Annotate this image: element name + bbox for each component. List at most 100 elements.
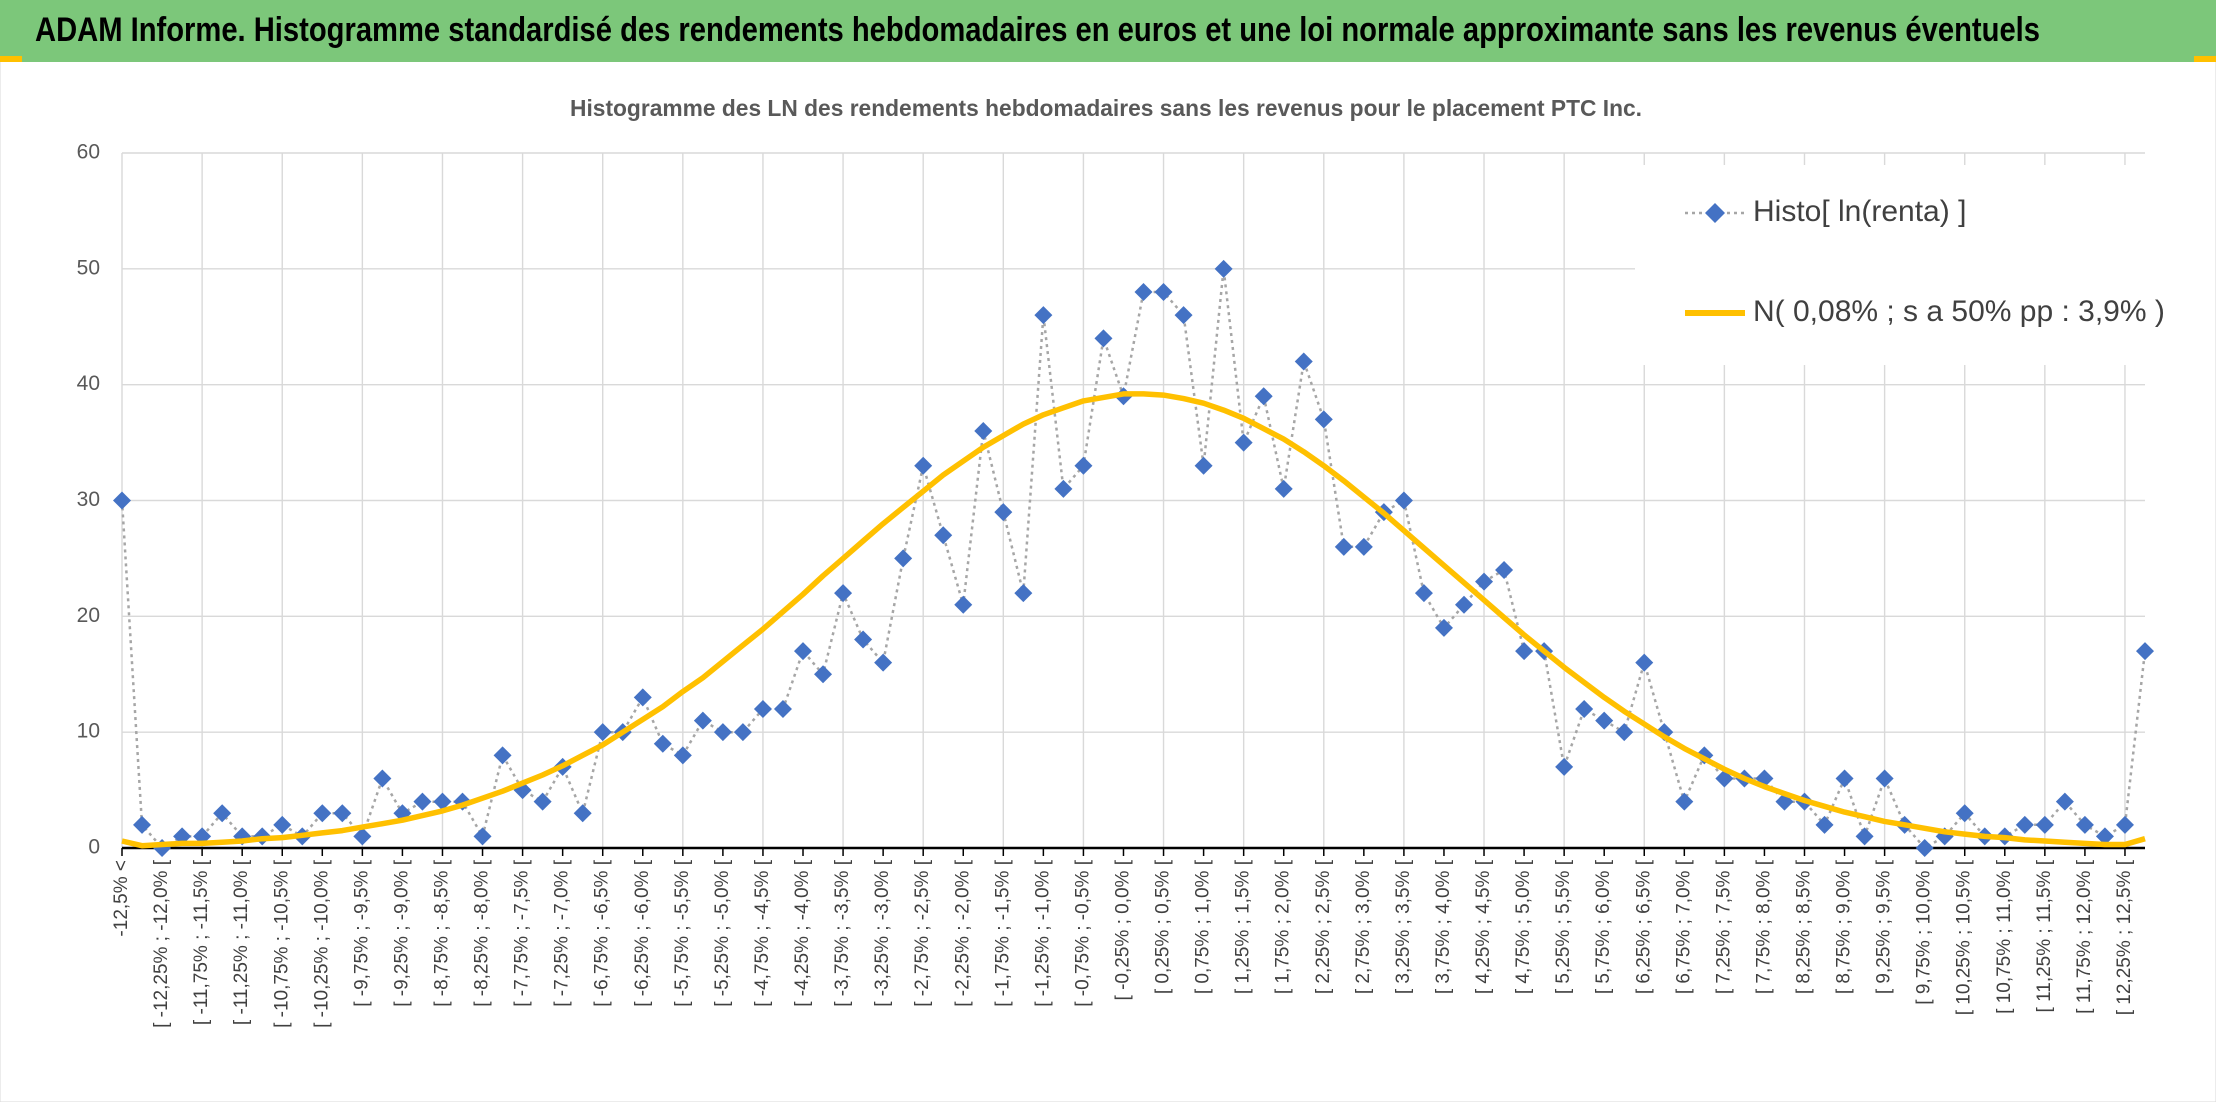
data-point xyxy=(353,827,372,846)
data-point xyxy=(1134,283,1153,301)
y-tick-label: 40 xyxy=(77,372,100,395)
corner-mark xyxy=(0,56,22,62)
x-tick-label: [ 8,25% ; 8,5% [ xyxy=(1794,859,1815,994)
x-tick-label: [ -4,75% ; -4,5% [ xyxy=(752,859,773,1007)
data-point xyxy=(1454,595,1473,614)
corner-mark xyxy=(2194,56,2216,62)
data-point xyxy=(2075,815,2094,834)
data-point xyxy=(2115,815,2134,834)
data-point xyxy=(914,456,933,475)
data-point xyxy=(1515,642,1534,661)
x-tick-label: [ 3,25% ; 3,5% [ xyxy=(1393,859,1414,994)
x-tick-label: [ -3,25% ; -3,0% [ xyxy=(872,859,893,1007)
data-point xyxy=(1214,259,1233,278)
data-point xyxy=(1575,700,1594,718)
data-point xyxy=(213,804,232,823)
data-point xyxy=(834,584,853,603)
data-point xyxy=(1815,815,1834,834)
x-tick-label: [ 1,25% ; 1,5% [ xyxy=(1233,859,1254,994)
data-point xyxy=(1955,804,1974,823)
data-point xyxy=(994,503,1013,522)
x-tick-label: [ -3,75% ; -3,5% [ xyxy=(832,859,853,1007)
data-point xyxy=(1294,352,1313,371)
data-point xyxy=(493,746,512,765)
data-point xyxy=(1074,456,1093,475)
x-tick-label: -12,5% < xyxy=(111,860,132,937)
data-point xyxy=(1875,769,1894,788)
x-tick-label: [ -9,25% ; -9,0% [ xyxy=(391,859,412,1007)
x-tick-label: [ 0,75% ; 1,0% [ xyxy=(1193,859,1214,994)
x-tick-label: [ 2,75% ; 3,0% [ xyxy=(1353,859,1374,994)
y-tick-label: 30 xyxy=(77,488,100,511)
data-point xyxy=(373,769,392,788)
legend-marker xyxy=(1705,203,1725,223)
x-tick-label: [ -11,75% ; -11,5% [ xyxy=(191,859,212,1025)
data-point xyxy=(1234,433,1253,452)
data-point xyxy=(2055,792,2074,811)
data-point xyxy=(1314,410,1333,429)
x-tick-label: [ 2,25% ; 2,5% [ xyxy=(1313,859,1334,994)
plot xyxy=(113,259,2154,857)
data-point xyxy=(894,549,913,568)
y-tick-label: 10 xyxy=(77,720,100,743)
x-tick-label: [ 1,75% ; 2,0% [ xyxy=(1273,859,1294,994)
data-point xyxy=(133,815,152,834)
data-point xyxy=(1635,653,1654,672)
x-tick-label: [ -2,25% ; -2,0% [ xyxy=(952,859,973,1007)
x-tick-label: [ 5,75% ; 6,0% [ xyxy=(1593,859,1614,994)
x-tick-label: [ -12,25% ; -12,0% [ xyxy=(151,859,172,1028)
legend: Histo[ ln(renta) ] N( 0,08% ; s a 50% pp … xyxy=(1635,165,2165,365)
y-tick-label: 50 xyxy=(77,256,100,279)
data-point xyxy=(673,746,692,765)
data-point xyxy=(794,642,813,661)
data-point xyxy=(1034,306,1053,325)
data-point xyxy=(653,734,672,753)
x-tick-label: [ 10,75% ; 11,0% [ xyxy=(1994,859,2015,1014)
data-point xyxy=(753,700,772,718)
data-point xyxy=(1595,711,1614,730)
page-title: ADAM Informe. Histogramme standardisé de… xyxy=(35,11,2040,49)
data-point xyxy=(1154,283,1173,301)
x-tick-label: [ -11,25% ; -11,0% [ xyxy=(231,859,252,1025)
data-point xyxy=(693,711,712,730)
data-point xyxy=(1675,792,1694,811)
series-line xyxy=(121,391,2146,849)
x-tick-label: [ 6,75% ; 7,0% [ xyxy=(1673,859,1694,994)
x-tick-label: [ -7,25% ; -7,0% [ xyxy=(552,859,573,1007)
x-tick-label: [ -8,75% ; -8,5% [ xyxy=(431,859,452,1007)
data-point xyxy=(2015,815,2034,834)
legend-box xyxy=(1635,165,2145,365)
data-point xyxy=(954,595,973,614)
data-point xyxy=(974,422,993,440)
x-tick-label: [ -5,75% ; -5,5% [ xyxy=(672,859,693,1007)
data-point xyxy=(1334,537,1353,556)
data-point xyxy=(2035,815,2054,834)
x-tick-label: [ -6,25% ; -6,0% [ xyxy=(632,859,653,1007)
data-point xyxy=(1254,387,1273,406)
data-point xyxy=(733,723,752,742)
data-point xyxy=(874,653,893,672)
x-tick-label: [ -5,25% ; -5,0% [ xyxy=(712,859,733,1007)
x-tick-label: [ -1,25% ; -1,0% [ xyxy=(1032,859,1053,1007)
y-tick-label: 0 xyxy=(88,836,100,859)
x-tick-label: [ 10,25% ; 10,5% [ xyxy=(1954,859,1975,1015)
y-tick-label: 60 xyxy=(77,141,100,164)
x-tick-label: [ 9,25% ; 9,5% [ xyxy=(1874,859,1895,994)
data-point xyxy=(713,723,732,742)
data-point xyxy=(313,804,332,823)
data-point xyxy=(1475,572,1494,591)
data-point xyxy=(593,723,612,742)
x-tick-label: [ -10,75% ; -10,5% [ xyxy=(271,859,292,1028)
data-point xyxy=(1354,537,1373,556)
data-point xyxy=(1495,561,1514,579)
data-point xyxy=(1434,618,1453,637)
x-tick-label: [ -4,25% ; -4,0% [ xyxy=(792,859,813,1007)
data-point xyxy=(473,827,492,846)
data-point xyxy=(333,804,352,823)
data-point xyxy=(1555,757,1574,776)
data-point xyxy=(573,804,592,823)
x-tick-label: [ 4,75% ; 5,0% [ xyxy=(1513,859,1534,994)
data-point xyxy=(1194,456,1213,475)
